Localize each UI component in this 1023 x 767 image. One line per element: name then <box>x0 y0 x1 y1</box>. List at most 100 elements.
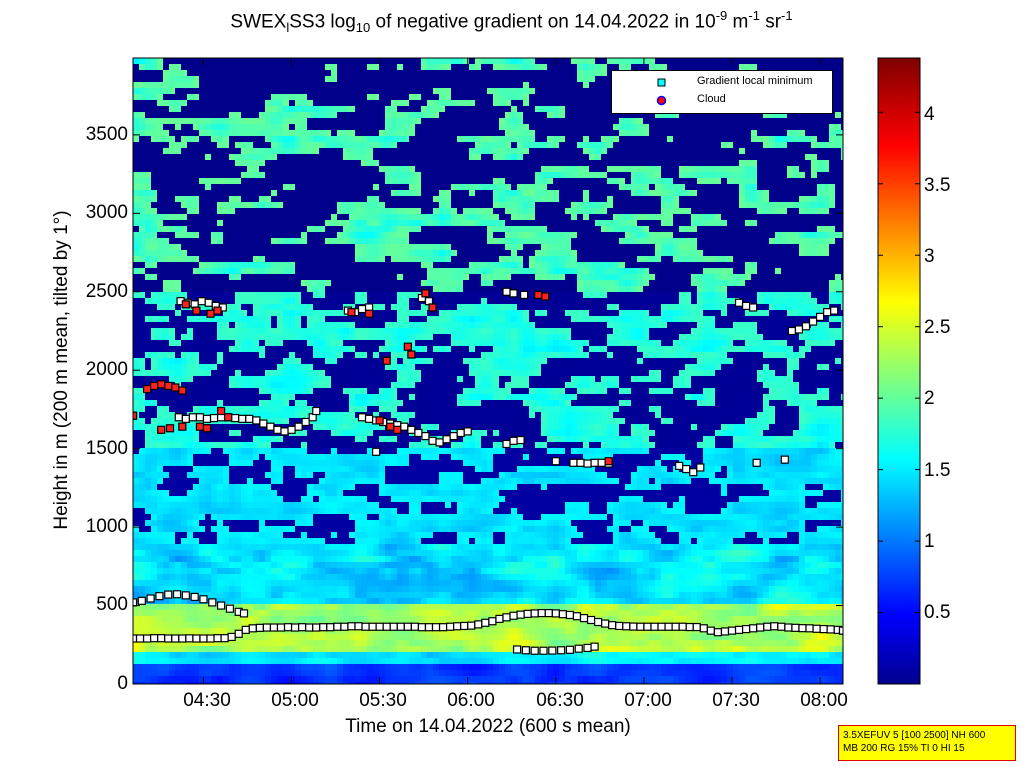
gradient-minimum-marker <box>326 623 335 632</box>
gradient-minimum-marker <box>749 303 758 312</box>
x-tick-label: 06:00 <box>447 690 495 711</box>
gradient-minimum-marker <box>699 624 708 633</box>
gradient-minimum-marker <box>770 622 779 631</box>
gradient-minimum-marker <box>678 622 687 631</box>
info-line: MB 200 RG 15% TI 0 HI 15 <box>843 743 965 754</box>
gradient-minimum-marker <box>590 642 599 651</box>
cloud-marker <box>421 289 430 298</box>
gradient-minimum-marker <box>449 432 458 441</box>
x-tick-label: 06:30 <box>536 690 584 711</box>
gradient-minimum-marker <box>185 634 194 643</box>
gradient-minimum-marker <box>142 634 152 643</box>
gradient-minimum-marker <box>502 613 511 622</box>
marker-layer <box>133 287 843 655</box>
gradient-minimum-marker <box>474 620 483 629</box>
gradient-minimum-marker <box>280 427 289 436</box>
gradient-minimum-marker <box>576 458 585 467</box>
gradient-minimum-marker <box>583 643 592 653</box>
cloud-marker <box>216 406 226 416</box>
cloud-marker <box>157 425 166 434</box>
gradient-minimum-marker <box>403 622 412 631</box>
gradient-minimum-marker <box>734 298 744 307</box>
gradient-minimum-marker <box>220 634 229 643</box>
gradient-minimum-marker <box>572 612 582 621</box>
gradient-minimum-marker <box>749 624 758 633</box>
gradient-minimum-marker <box>453 622 462 631</box>
axes-frame <box>132 57 844 685</box>
gradient-minimum-marker <box>815 312 825 321</box>
gradient-minimum-marker <box>407 425 416 434</box>
gradient-minimum-marker <box>155 592 164 601</box>
gradient-minimum-marker <box>227 632 236 642</box>
gradient-minimum-marker <box>199 634 208 643</box>
cloud-marker <box>195 422 205 431</box>
settings-info-box: 3.5XEFUV 5 [100 2500] NH 600 MB 200 RG 1… <box>838 725 1016 761</box>
gradient-minimum-marker <box>298 623 307 632</box>
gradient-minimum-marker <box>558 610 567 619</box>
gradient-minimum-marker <box>347 622 356 631</box>
gradient-minimum-marker <box>150 634 159 643</box>
gradient-minimum-marker <box>720 627 730 636</box>
gradient-minimum-marker <box>372 447 381 456</box>
gradient-minimum-marker <box>685 622 694 632</box>
gradient-minimum-marker <box>812 624 821 633</box>
legend-label: Gradient local minimum <box>697 75 813 87</box>
gradient-minimum-marker <box>481 618 490 627</box>
gradient-minimum-marker <box>551 609 560 618</box>
gradient-minimum-marker <box>537 608 546 618</box>
gradient-minimum-marker <box>225 604 234 613</box>
gradient-minimum-marker <box>643 622 652 631</box>
cloud-marker <box>202 424 212 433</box>
gradient-minimum-marker <box>252 416 261 425</box>
cloud-marker <box>403 342 412 351</box>
gradient-minimum-marker <box>509 289 518 298</box>
gradient-minimum-marker <box>421 432 430 441</box>
y-tick-label: 1000 <box>85 516 128 537</box>
y-tick-label: 1500 <box>85 438 128 459</box>
gradient-minimum-marker <box>181 414 190 423</box>
gradient-minimum-marker <box>446 622 455 631</box>
colorbar <box>877 57 921 685</box>
cloud-marker <box>604 457 613 466</box>
gradient-minimum-marker <box>190 592 199 602</box>
gradient-minimum-marker <box>780 455 789 464</box>
gradient-minimum-marker <box>357 413 367 422</box>
cloud-marker <box>364 309 374 318</box>
gradient-minimum-marker <box>488 617 497 626</box>
x-tick-label: 05:30 <box>359 690 407 711</box>
gradient-minimum-marker <box>512 645 522 654</box>
y-tick-label: 0 <box>117 673 128 694</box>
cloud-marker <box>213 306 222 315</box>
legend-label: Cloud <box>697 93 726 105</box>
gradient-minimum-marker <box>333 622 342 631</box>
gradient-minimum-marker <box>262 623 271 632</box>
colorbar-tick-label: 3 <box>924 246 935 267</box>
cloud-marker <box>534 290 543 300</box>
gradient-minimum-marker <box>579 614 589 623</box>
cloud-marker <box>150 381 159 391</box>
cloud-marker <box>157 380 166 389</box>
gradient-minimum-marker <box>276 623 286 632</box>
cloud-marker <box>171 383 180 392</box>
gradient-minimum-marker <box>195 413 205 422</box>
colorbar-tick-label: 4 <box>924 104 935 125</box>
gradient-minimum-marker <box>516 610 525 619</box>
gradient-minimum-marker <box>495 614 504 623</box>
gradient-minimum-marker <box>389 622 398 631</box>
gradient-minimum-marker <box>557 646 566 655</box>
gradient-minimum-marker <box>597 458 606 467</box>
gradient-minimum-marker <box>312 406 321 416</box>
gradient-minimum-marker <box>565 645 575 654</box>
gradient-minimum-marker <box>798 624 807 633</box>
colorbar-tick-label: 1 <box>924 531 935 552</box>
gradient-minimum-marker <box>467 621 476 630</box>
gradient-minimum-marker <box>283 623 293 632</box>
gradient-minimum-marker <box>460 621 469 631</box>
cloud-marker <box>178 386 187 395</box>
gradient-minimum-marker <box>431 623 441 632</box>
gradient-minimum-marker <box>435 438 444 447</box>
gradient-minimum-marker <box>287 425 296 434</box>
cloud-marker <box>407 350 416 359</box>
